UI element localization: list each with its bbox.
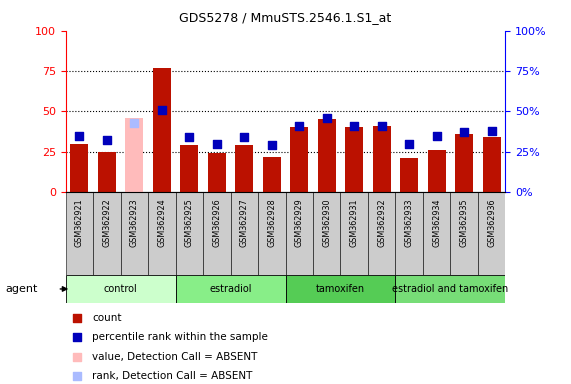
Bar xyxy=(263,157,281,192)
Bar xyxy=(423,192,451,275)
Point xyxy=(75,132,84,139)
Text: GSM362925: GSM362925 xyxy=(185,199,194,247)
Text: GSM362933: GSM362933 xyxy=(405,199,413,247)
Text: GSM362934: GSM362934 xyxy=(432,199,441,247)
Bar xyxy=(176,275,286,303)
Bar xyxy=(455,134,473,192)
Text: agent: agent xyxy=(6,284,38,294)
Text: estradiol and tamoxifen: estradiol and tamoxifen xyxy=(392,284,509,294)
Bar xyxy=(148,192,176,275)
Text: value, Detection Call = ABSENT: value, Detection Call = ABSENT xyxy=(92,352,258,362)
Bar xyxy=(286,275,395,303)
Bar xyxy=(66,192,93,275)
Point xyxy=(349,123,359,129)
Point xyxy=(487,127,496,134)
Bar xyxy=(231,192,258,275)
Point xyxy=(377,123,386,129)
Text: tamoxifen: tamoxifen xyxy=(316,284,365,294)
Bar xyxy=(93,192,120,275)
Point xyxy=(240,134,249,140)
Point xyxy=(212,141,222,147)
Text: GSM362935: GSM362935 xyxy=(460,199,469,247)
Text: count: count xyxy=(92,313,122,323)
Point xyxy=(267,142,276,148)
Point xyxy=(185,134,194,140)
Bar xyxy=(313,192,340,275)
Point xyxy=(432,132,441,139)
Text: GSM362927: GSM362927 xyxy=(240,199,249,247)
Text: GSM362921: GSM362921 xyxy=(75,199,84,247)
Bar xyxy=(235,145,253,192)
Bar xyxy=(70,144,89,192)
Text: GSM362928: GSM362928 xyxy=(267,199,276,247)
Point xyxy=(72,334,81,340)
Text: GSM362923: GSM362923 xyxy=(130,199,139,247)
Bar xyxy=(340,192,368,275)
Point xyxy=(130,119,139,126)
Bar xyxy=(368,192,395,275)
Text: percentile rank within the sample: percentile rank within the sample xyxy=(92,332,268,342)
Bar xyxy=(345,127,363,192)
Bar xyxy=(176,192,203,275)
Text: GSM362922: GSM362922 xyxy=(102,199,111,247)
Text: estradiol: estradiol xyxy=(210,284,252,294)
Point xyxy=(460,129,469,136)
Bar xyxy=(373,126,391,192)
Point xyxy=(72,354,81,360)
Text: GDS5278 / MmuSTS.2546.1.S1_at: GDS5278 / MmuSTS.2546.1.S1_at xyxy=(179,12,392,25)
Point xyxy=(405,141,414,147)
Bar xyxy=(395,275,505,303)
Text: GSM362924: GSM362924 xyxy=(158,199,166,247)
Point xyxy=(295,123,304,129)
Point xyxy=(72,373,81,379)
Text: GSM362932: GSM362932 xyxy=(377,199,386,247)
Bar xyxy=(395,192,423,275)
Bar xyxy=(478,192,505,275)
Bar xyxy=(482,137,501,192)
Bar xyxy=(208,153,226,192)
Text: GSM362936: GSM362936 xyxy=(487,199,496,247)
Point xyxy=(322,115,331,121)
Bar xyxy=(153,68,171,192)
Text: rank, Detection Call = ABSENT: rank, Detection Call = ABSENT xyxy=(92,371,252,381)
Text: GSM362926: GSM362926 xyxy=(212,199,222,247)
Bar xyxy=(98,152,116,192)
Bar xyxy=(290,127,308,192)
Text: GSM362930: GSM362930 xyxy=(322,199,331,247)
Bar xyxy=(258,192,286,275)
Point xyxy=(102,137,111,144)
Bar xyxy=(120,192,148,275)
Text: control: control xyxy=(104,284,138,294)
Bar xyxy=(451,192,478,275)
Bar xyxy=(126,118,143,192)
Text: GSM362931: GSM362931 xyxy=(349,199,359,247)
Bar xyxy=(428,150,445,192)
Text: GSM362929: GSM362929 xyxy=(295,199,304,247)
Point xyxy=(157,107,166,113)
Bar xyxy=(203,192,231,275)
Bar xyxy=(286,192,313,275)
Point xyxy=(72,315,81,321)
Bar xyxy=(400,158,418,192)
Bar xyxy=(66,275,176,303)
Bar xyxy=(180,145,198,192)
Bar xyxy=(318,119,336,192)
